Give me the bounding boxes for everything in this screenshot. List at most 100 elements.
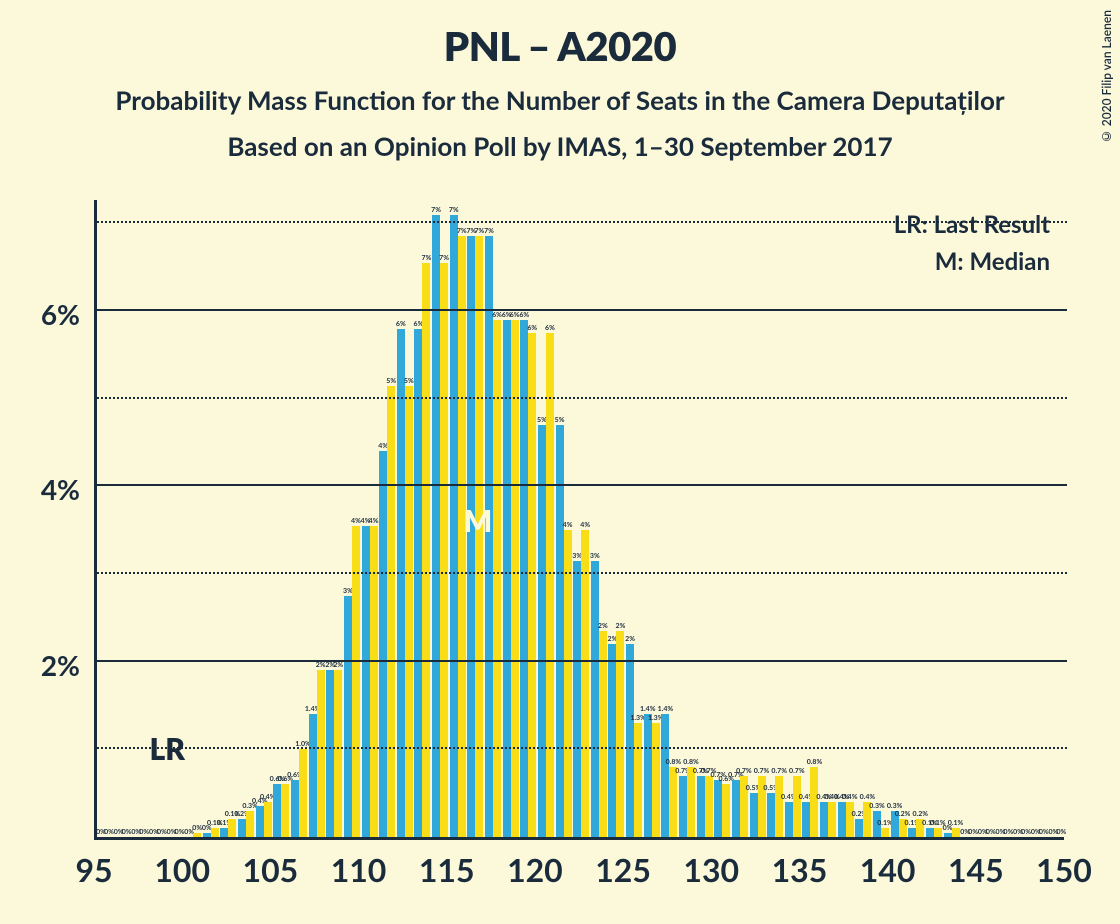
bar-yellow: 7% — [440, 263, 448, 837]
copyright-text: © 2020 Filip van Laenen — [1099, 10, 1114, 144]
chart-subtitle-1: Probability Mass Function for the Number… — [0, 84, 1120, 116]
x-axis-label: 135 — [772, 850, 828, 889]
bar-value-label: 0.8% — [807, 758, 823, 766]
bar-value-label: 0% — [104, 828, 114, 836]
bar-yellow: 5% — [387, 386, 395, 838]
bar-blue: 0.4% — [820, 802, 828, 837]
y-axis-label: 4% — [41, 472, 80, 506]
bar-blue: 3% — [591, 561, 599, 837]
bar-blue: 0.7% — [732, 780, 740, 837]
bar-yellow: 0.1% — [952, 828, 960, 837]
bar-value-label: 7% — [422, 254, 432, 262]
bar-value-label: 7% — [457, 227, 467, 235]
bar-value-label: 0% — [192, 824, 202, 832]
bar-yellow: 0.1% — [934, 828, 942, 837]
bar-yellow: 0.1% — [881, 828, 889, 837]
gridline-minor — [97, 572, 1067, 574]
bar-blue: 5% — [538, 425, 546, 837]
bar-blue: 6% — [414, 329, 422, 837]
bar-value-label: 7% — [484, 227, 494, 235]
bar-value-label: 4% — [351, 517, 361, 525]
x-axis-label: 145 — [948, 850, 1004, 889]
bar-blue: 0% — [944, 833, 952, 837]
bar-value-label: 0.7% — [736, 767, 752, 775]
bar-value-label: 0% — [986, 828, 996, 836]
bar-yellow: 0.6% — [722, 784, 730, 837]
bar-yellow: 4% — [564, 530, 572, 837]
bar-yellow: 1.0% — [299, 749, 307, 837]
bar-blue: 3% — [344, 596, 352, 837]
bar-yellow: 0.8% — [669, 767, 677, 837]
bar-value-label: 2% — [598, 622, 608, 630]
bar-yellow: 0.7% — [705, 776, 713, 837]
bar-blue: 0.5% — [767, 793, 775, 837]
bar-yellow: 7% — [422, 263, 430, 837]
bar-value-label: 4% — [563, 521, 573, 529]
bar-yellow: 0% — [193, 833, 201, 837]
bar-value-label: 0.3% — [869, 802, 885, 810]
bar-value-label: 7% — [474, 227, 484, 235]
bar-blue: 0.1% — [926, 828, 934, 837]
bar-value-label: 0% — [1004, 828, 1014, 836]
bar-yellow: 0.4% — [264, 802, 272, 837]
bar-blue: 1.4% — [309, 714, 317, 837]
bar-value-label: 4% — [369, 517, 379, 525]
bar-value-label: 2% — [333, 661, 343, 669]
bar-value-label: 0% — [175, 828, 185, 836]
bar-yellow: 1.3% — [634, 723, 642, 837]
bar-value-label: 0% — [1039, 828, 1049, 836]
gridline-major — [97, 484, 1067, 486]
chart-title: PNL – A2020 — [0, 22, 1120, 70]
bar-yellow: 1.3% — [652, 723, 660, 837]
bar-value-label: 1.4% — [640, 705, 656, 713]
bar-yellow: 2% — [334, 670, 342, 837]
bar-yellow: 5% — [405, 386, 413, 838]
bar-value-label: 5% — [555, 416, 565, 424]
bar-value-label: 0.2% — [913, 810, 929, 818]
bar-value-label: 4% — [580, 521, 590, 529]
bar-value-label: 6% — [510, 311, 520, 319]
bar-value-label: 0.4% — [860, 793, 876, 801]
bar-blue: 0.7% — [697, 776, 705, 837]
bar-blue: 5% — [556, 425, 564, 837]
bar-value-label: 7% — [449, 206, 459, 214]
bar-value-label: 0.3% — [887, 802, 903, 810]
bar-value-label: 0% — [157, 828, 167, 836]
plot-region: 0%0%0%0%0%0%0%0%0%0%0%0%0%0.1%0.1%0.1%0.… — [94, 200, 1064, 840]
bar-blue: 0.7% — [714, 780, 722, 837]
bar-blue: 0.6% — [291, 780, 299, 837]
x-axis-label: 120 — [507, 850, 563, 889]
bar-yellow: 0.7% — [793, 776, 801, 837]
bar-value-label: 0% — [122, 828, 132, 836]
x-axis-label: 150 — [1036, 850, 1092, 889]
bar-value-label: 7% — [431, 206, 441, 214]
bar-blue: 0.2% — [855, 819, 863, 837]
bar-blue: 1.4% — [661, 714, 669, 837]
x-axis-label: 125 — [595, 850, 651, 889]
bar-yellow: 0.6% — [281, 784, 289, 837]
bar-yellow: 6% — [546, 333, 554, 837]
bar-yellow: 0.8% — [687, 767, 695, 837]
x-axis-label: 110 — [331, 850, 387, 889]
y-axis-label: 6% — [41, 297, 80, 331]
bar-value-label: 0.7% — [771, 767, 787, 775]
bar-yellow: 0.1% — [228, 819, 236, 837]
bar-blue: 0.1% — [908, 828, 916, 837]
bar-value-label: 0% — [1021, 828, 1031, 836]
bar-blue: 0.4% — [785, 802, 793, 837]
bar-value-label: 6% — [527, 324, 537, 332]
x-axis-label: 100 — [154, 850, 210, 889]
bar-value-label: 0.8% — [683, 758, 699, 766]
bar-blue: 0.7% — [679, 776, 687, 837]
bar-blue: 6% — [397, 329, 405, 837]
gridline-minor — [97, 747, 1067, 749]
bar-value-label: 0% — [968, 828, 978, 836]
bar-value-label: 5% — [404, 377, 414, 385]
bar-yellow: 0.8% — [810, 767, 818, 837]
bar-yellow: 2% — [616, 631, 624, 837]
bar-blue: 1.4% — [644, 714, 652, 837]
x-axis-label: 105 — [243, 850, 299, 889]
last-result-marker: LR — [150, 731, 185, 767]
bar-yellow: 0.3% — [246, 811, 254, 837]
bar-blue: 0.5% — [750, 793, 758, 837]
